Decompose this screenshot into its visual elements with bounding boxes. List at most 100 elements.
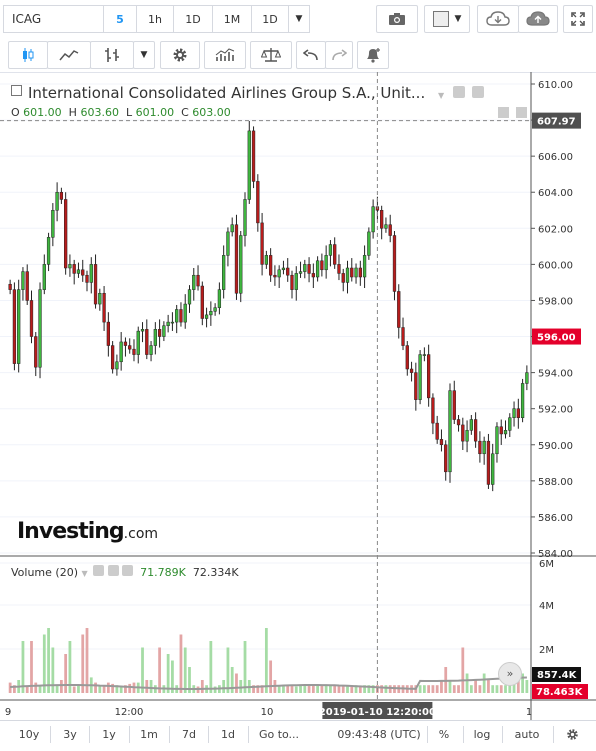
volume-bar — [102, 685, 106, 693]
interval-5m-button[interactable]: 5 — [103, 5, 137, 33]
candle-body — [341, 273, 345, 283]
candle-body — [486, 440, 491, 485]
percent-button[interactable]: % — [438, 728, 450, 741]
range-1m-button[interactable]: 1m — [140, 728, 158, 741]
volume-bar — [422, 685, 426, 693]
log-button[interactable]: log — [473, 728, 491, 741]
time-axis[interactable]: 9 12:00 10 1 2019-01-10 12:20:00 — [5, 702, 532, 719]
fullscreen-button[interactable] — [563, 5, 593, 33]
redo-button[interactable] — [325, 41, 353, 69]
candle-body — [200, 285, 204, 319]
candle-body — [68, 264, 72, 269]
settings-button[interactable] — [160, 41, 200, 69]
interval-1d-selected-button[interactable]: 1D — [251, 5, 289, 33]
price-tick-label: 594.00 — [538, 369, 573, 380]
price-axis[interactable]: 610.00608.00606.00604.00602.00600.00598.… — [531, 80, 581, 560]
candle-body — [119, 341, 123, 363]
volume-bar — [85, 628, 89, 693]
bar-style-button[interactable] — [90, 41, 134, 69]
volume-value-2: 72.334K — [192, 566, 239, 579]
cloud-download-button[interactable] — [477, 5, 519, 33]
chart-settings-button[interactable] — [560, 721, 584, 748]
volume-bar — [149, 680, 153, 693]
volume-bar — [119, 686, 123, 693]
volume-bar — [337, 685, 341, 693]
volume-bar — [320, 685, 324, 693]
gear-icon[interactable] — [471, 86, 484, 98]
candle-body — [311, 273, 315, 278]
interval-1m-button[interactable]: 1M — [212, 5, 252, 33]
volume-bar — [179, 634, 183, 693]
candle-body — [392, 235, 397, 292]
candle-body — [72, 264, 76, 274]
interval-dropdown-button[interactable]: ▼ — [288, 5, 310, 33]
time-tick-label: 10 — [261, 707, 274, 718]
candle-body — [473, 419, 478, 442]
volume-ma-tag — [532, 684, 588, 699]
volume-bar — [316, 685, 319, 693]
volume-bar — [81, 634, 85, 693]
chevron-down-icon[interactable]: ▼ — [438, 91, 445, 100]
undo-button[interactable] — [296, 41, 326, 69]
collapse-icon[interactable] — [11, 85, 22, 96]
indicators-button[interactable] — [204, 41, 246, 69]
go-to-button[interactable]: Go to... — [258, 728, 300, 741]
candle-body — [110, 345, 115, 370]
interval-1h-button[interactable]: 1h — [136, 5, 174, 33]
interval-1d-button[interactable]: 1D — [173, 5, 213, 33]
range-3y-button[interactable]: 3y — [63, 728, 77, 741]
compare-button[interactable] — [250, 41, 292, 69]
volume-bar — [427, 685, 431, 693]
candle-body — [418, 354, 422, 400]
move-down-icon[interactable] — [516, 107, 528, 118]
color-picker-button[interactable]: ▼ — [424, 5, 470, 33]
candle-body — [409, 368, 414, 373]
volume-bar — [128, 683, 132, 693]
crosshair-time-label: 2019-01-10 12:20:00 — [319, 707, 436, 718]
eye-icon[interactable] — [452, 86, 465, 98]
range-7d-button[interactable]: 7d — [182, 728, 196, 741]
price-tick-label: 610.00 — [538, 80, 573, 91]
candle-body — [251, 130, 256, 182]
volume-bar — [333, 685, 337, 693]
chevron-down-icon[interactable]: ▼ — [81, 569, 88, 578]
candle-body — [444, 444, 448, 473]
volume-bar — [106, 682, 110, 693]
candle-body — [324, 255, 328, 271]
candle-body — [469, 419, 473, 431]
area-chart-icon — [59, 50, 79, 61]
candle-body — [482, 440, 486, 455]
price-chart[interactable]: 610.00608.00606.00604.00602.00600.00598.… — [0, 72, 596, 720]
auto-button[interactable]: auto — [514, 728, 540, 741]
volume-bar — [115, 685, 119, 693]
alert-button[interactable] — [357, 41, 389, 69]
candle-body — [491, 453, 495, 485]
symbol-input[interactable]: ICAG — [3, 5, 105, 33]
volume-bar — [457, 685, 460, 693]
volume-bar — [222, 680, 226, 693]
range-1d-button[interactable]: 1d — [221, 728, 235, 741]
close-value: 603.00 — [192, 106, 231, 119]
line-style-button[interactable] — [47, 41, 91, 69]
volume-bar — [277, 685, 281, 693]
volume-axis[interactable]: 6M 4M 2M 857.4K 78.463K — [532, 559, 588, 699]
style-dropdown-button[interactable]: ▼ — [133, 41, 155, 69]
eye-icon[interactable] — [93, 565, 105, 576]
candlestick-series — [8, 120, 529, 492]
candle-body — [264, 255, 269, 265]
volume-bar — [282, 685, 285, 693]
candle-body — [367, 231, 371, 256]
open-label: O — [11, 106, 20, 119]
candle-body — [499, 426, 503, 435]
candle-body — [281, 267, 286, 271]
gear-icon[interactable] — [107, 565, 119, 576]
candle-body — [516, 408, 520, 418]
range-10y-button[interactable]: 10y — [18, 728, 40, 741]
scroll-to-end-button[interactable]: » — [498, 662, 522, 686]
cloud-upload-button[interactable] — [518, 5, 558, 33]
move-up-icon[interactable] — [498, 107, 509, 118]
range-1y-button[interactable]: 1y — [102, 728, 116, 741]
screenshot-button[interactable] — [376, 5, 418, 33]
candle-style-button[interactable] — [8, 41, 48, 69]
close-icon[interactable] — [122, 565, 134, 576]
